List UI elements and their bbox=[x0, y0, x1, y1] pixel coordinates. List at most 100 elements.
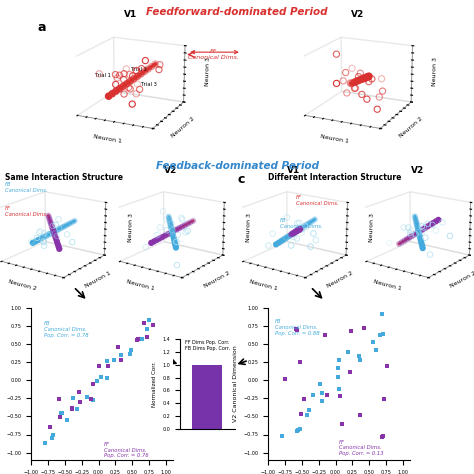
Point bbox=[104, 362, 112, 370]
Point bbox=[321, 331, 329, 338]
Point bbox=[303, 411, 310, 419]
Point bbox=[336, 392, 344, 400]
Point bbox=[128, 346, 135, 354]
Point bbox=[356, 356, 364, 364]
Point bbox=[49, 431, 56, 438]
Point bbox=[318, 389, 325, 397]
Point bbox=[73, 405, 81, 413]
Title: V2: V2 bbox=[164, 166, 177, 175]
Point bbox=[149, 322, 156, 329]
Point bbox=[103, 374, 110, 382]
Text: Feedback-dominated Period: Feedback-dominated Period bbox=[155, 161, 319, 171]
Y-axis label: Neuron 2: Neuron 2 bbox=[203, 271, 230, 289]
Text: FF
Canonical Dims.: FF Canonical Dims. bbox=[188, 49, 239, 60]
Point bbox=[372, 346, 379, 354]
Point bbox=[93, 377, 101, 385]
Point bbox=[55, 396, 63, 403]
Point bbox=[346, 368, 354, 376]
Text: FB
Canonical Dims.: FB Canonical Dims. bbox=[280, 218, 322, 228]
Text: FB
Canonical Dims.: FB Canonical Dims. bbox=[5, 182, 47, 193]
Point bbox=[56, 413, 64, 420]
Point bbox=[118, 356, 125, 364]
Title: V1: V1 bbox=[124, 10, 137, 19]
Text: FB
Canonical Dims.
Pop. Corr. = 0.88: FB Canonical Dims. Pop. Corr. = 0.88 bbox=[274, 319, 319, 336]
Point bbox=[146, 316, 153, 324]
Point bbox=[117, 351, 125, 358]
Text: Same Interaction Structure: Same Interaction Structure bbox=[5, 173, 123, 182]
Point bbox=[282, 375, 289, 383]
Point bbox=[64, 416, 71, 424]
Point bbox=[316, 380, 324, 388]
Y-axis label: Neuron 2: Neuron 2 bbox=[398, 117, 424, 139]
Title: V2: V2 bbox=[351, 10, 365, 19]
Point bbox=[323, 392, 330, 399]
Point bbox=[338, 420, 346, 428]
Point bbox=[135, 335, 142, 342]
Point bbox=[76, 399, 83, 406]
Point bbox=[369, 338, 376, 346]
Text: FF
Canonical Dims.
Pop. Corr. = 0.13: FF Canonical Dims. Pop. Corr. = 0.13 bbox=[339, 439, 383, 456]
Text: a: a bbox=[38, 21, 46, 34]
Point bbox=[356, 352, 363, 359]
Point bbox=[98, 373, 105, 381]
Point bbox=[42, 439, 49, 447]
Point bbox=[296, 359, 304, 366]
Point bbox=[89, 396, 97, 404]
Point bbox=[133, 337, 141, 344]
Text: FF
Canonical Dims.
Pop. Corr. = 0.76: FF Canonical Dims. Pop. Corr. = 0.76 bbox=[104, 442, 148, 458]
Y-axis label: Neuron 1: Neuron 1 bbox=[84, 271, 112, 289]
Point bbox=[88, 395, 95, 403]
Title: V2: V2 bbox=[410, 166, 424, 175]
Point bbox=[103, 357, 110, 365]
Y-axis label: V2 Canonical Dimension: V2 Canonical Dimension bbox=[233, 346, 237, 422]
Point bbox=[140, 319, 147, 327]
Point bbox=[278, 432, 286, 440]
Point bbox=[69, 394, 77, 402]
Point bbox=[334, 373, 342, 381]
Title: V1: V1 bbox=[287, 166, 301, 175]
Point bbox=[138, 335, 146, 343]
Point bbox=[143, 333, 151, 340]
Y-axis label: Neuron 2: Neuron 2 bbox=[326, 271, 354, 289]
Point bbox=[301, 395, 308, 402]
Point bbox=[356, 411, 364, 419]
Point bbox=[48, 434, 56, 442]
Y-axis label: Neuron 2: Neuron 2 bbox=[171, 117, 196, 139]
Text: FB
Canonical Dims.
Pop. Corr. = 0.78: FB Canonical Dims. Pop. Corr. = 0.78 bbox=[45, 321, 89, 337]
Point bbox=[336, 385, 343, 392]
Point bbox=[68, 404, 76, 411]
Point bbox=[143, 325, 151, 333]
X-axis label: Neuron 1: Neuron 1 bbox=[373, 279, 401, 292]
X-axis label: Neuron 1: Neuron 1 bbox=[320, 134, 349, 144]
Point bbox=[318, 397, 326, 405]
Point bbox=[75, 388, 83, 395]
Point bbox=[334, 365, 342, 372]
Point bbox=[379, 330, 387, 337]
Text: FF Dims Pop. Corr.
FB Dims Pop. Corr.: FF Dims Pop. Corr. FB Dims Pop. Corr. bbox=[185, 340, 230, 351]
Point bbox=[134, 336, 141, 344]
Y-axis label: Normalized Corr.: Normalized Corr. bbox=[152, 361, 157, 407]
Text: FF
Canonical Dims.: FF Canonical Dims. bbox=[296, 195, 339, 206]
Text: Feedforward-dominated Period: Feedforward-dominated Period bbox=[146, 7, 328, 17]
Bar bbox=[192, 365, 222, 429]
Point bbox=[115, 344, 122, 351]
Point bbox=[335, 356, 343, 364]
X-axis label: Neuron 1: Neuron 1 bbox=[126, 279, 155, 292]
Point bbox=[383, 362, 391, 370]
Point bbox=[310, 392, 317, 399]
Point bbox=[292, 325, 300, 333]
Point bbox=[305, 407, 312, 414]
Point bbox=[293, 326, 301, 334]
Point bbox=[381, 395, 388, 403]
X-axis label: Neuron 1: Neuron 1 bbox=[249, 279, 278, 292]
Point bbox=[347, 327, 355, 335]
Point bbox=[360, 324, 368, 332]
Point bbox=[294, 426, 301, 434]
Point bbox=[344, 348, 352, 356]
Point bbox=[126, 350, 134, 358]
Point bbox=[296, 425, 304, 433]
Point bbox=[90, 381, 97, 388]
Point bbox=[376, 331, 383, 339]
Point bbox=[83, 393, 91, 401]
Point bbox=[379, 310, 386, 318]
